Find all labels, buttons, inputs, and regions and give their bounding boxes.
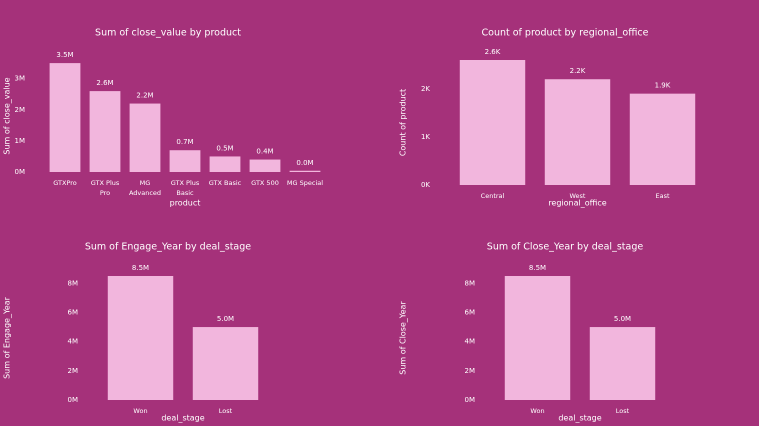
x-tick-label-box: GTX 500 — [251, 179, 279, 187]
bar — [107, 276, 174, 400]
x-axis-label: deal_stage — [161, 414, 204, 423]
bar — [129, 103, 161, 172]
chart-title: Sum of Close_Year by deal_stage — [487, 242, 644, 253]
data-label: 0.5M — [216, 144, 233, 152]
y-tick-label: 0K — [421, 181, 430, 189]
chart-title: Sum of close_value by product — [95, 28, 241, 39]
x-tick-label-box: Won — [133, 407, 148, 415]
y-tick-label: 2M — [68, 367, 79, 375]
x-tick-label: GTXPro — [53, 179, 77, 187]
bar — [459, 60, 526, 185]
x-axis-label: deal_stage — [558, 414, 601, 423]
bar — [629, 93, 696, 185]
x-tick-label: MG Advanced — [128, 179, 162, 197]
y-axis-label: Sum of Engage_Year — [3, 296, 12, 378]
bar — [49, 63, 81, 172]
y-tick-label: 8M — [465, 279, 476, 287]
x-tick-label: GTX Plus Basic — [170, 179, 200, 197]
x-tick-label: Lost — [615, 407, 630, 415]
y-tick-label: 2M — [465, 367, 476, 375]
y-tick-label: 8M — [68, 279, 79, 287]
data-label: 0.4M — [256, 148, 273, 156]
bar — [192, 327, 259, 400]
y-axis-label: Sum of close_value — [3, 77, 12, 154]
x-tick-label-box: Central — [480, 192, 505, 200]
bar — [89, 91, 121, 172]
x-tick-label-box: MG Special — [286, 179, 324, 187]
y-tick-label: 0M — [465, 396, 476, 404]
x-tick-label-box: Lost — [615, 407, 630, 415]
x-tick-label-box: MG Advanced — [128, 179, 162, 197]
data-label: 8.5M — [529, 264, 546, 272]
bar — [544, 79, 611, 185]
y-tick-label: 6M — [68, 308, 79, 316]
data-label: 2.6K — [485, 48, 501, 56]
y-tick-label: 2M — [15, 106, 26, 114]
y-tick-label: 2K — [421, 85, 430, 93]
x-tick-label: GTX Plus Pro — [90, 179, 120, 197]
data-label: 0.0M — [296, 159, 313, 167]
x-tick-label: West — [569, 192, 586, 200]
y-axis-label: Count of product — [399, 89, 408, 156]
x-tick-label-box: GTXPro — [53, 179, 77, 187]
y-tick-label: 4M — [68, 338, 79, 346]
x-tick-label-box: GTX Basic — [208, 179, 242, 187]
y-tick-label: 1K — [421, 133, 430, 141]
y-tick-label: 0M — [68, 396, 79, 404]
x-tick-label-box: Lost — [218, 407, 233, 415]
x-axis-label: regional_office — [548, 199, 606, 208]
data-label: 2.2M — [136, 92, 153, 100]
x-axis-label: product — [170, 199, 201, 208]
x-tick-label: Central — [480, 192, 505, 200]
data-label: 2.6M — [96, 79, 113, 87]
x-tick-label: MG Special — [286, 179, 324, 187]
x-tick-label: Won — [133, 407, 148, 415]
y-axis-label: Sum of Close_Year — [399, 301, 408, 375]
chart-title: Count of product by regional_office — [482, 28, 649, 39]
x-tick-label: GTX Basic — [208, 179, 242, 187]
y-tick-label: 1M — [15, 137, 26, 145]
x-tick-label-box: Won — [530, 407, 545, 415]
bar — [289, 170, 321, 172]
bar — [169, 150, 201, 172]
x-tick-label: Lost — [218, 407, 233, 415]
data-label: 8.5M — [132, 264, 149, 272]
bar — [589, 327, 656, 400]
y-tick-label: 6M — [465, 308, 476, 316]
x-tick-label: Won — [530, 407, 545, 415]
bar — [209, 156, 241, 172]
data-label: 1.9K — [655, 82, 671, 90]
x-tick-label-box: West — [569, 192, 586, 200]
x-tick-label-box: East — [655, 192, 670, 200]
data-label: 5.0M — [217, 315, 234, 323]
x-tick-label: GTX 500 — [251, 179, 279, 187]
x-tick-label-box: GTX Plus Pro — [90, 179, 120, 197]
bar — [249, 159, 281, 172]
data-label: 0.7M — [176, 138, 193, 146]
y-tick-label: 4M — [465, 338, 476, 346]
data-label: 2.2K — [570, 67, 586, 75]
y-tick-label: 3M — [15, 75, 26, 83]
y-tick-label: 0M — [15, 168, 26, 176]
x-tick-label: East — [655, 192, 670, 200]
bar — [504, 276, 571, 400]
data-label: 5.0M — [614, 315, 631, 323]
chart-title: Sum of Engage_Year by deal_stage — [85, 242, 251, 253]
data-label: 3.5M — [56, 51, 73, 59]
x-tick-label-box: GTX Plus Basic — [170, 179, 200, 197]
